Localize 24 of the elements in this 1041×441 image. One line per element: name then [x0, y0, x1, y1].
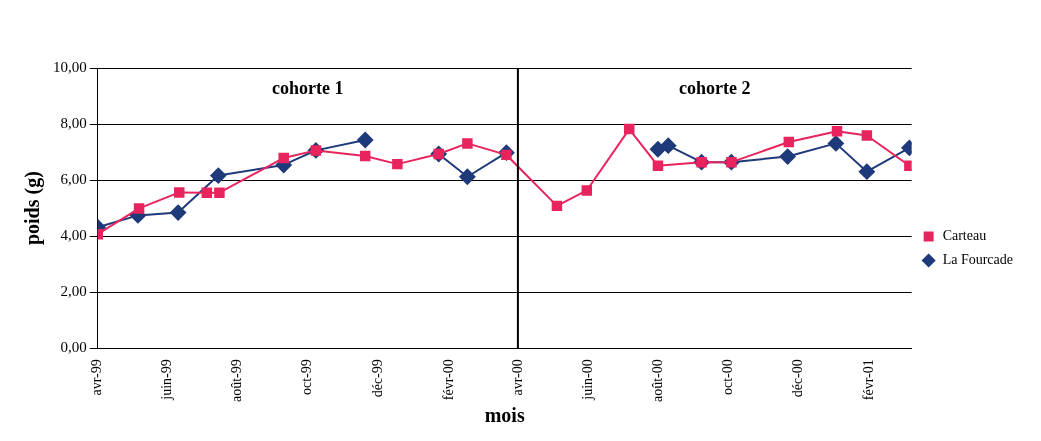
x-tick-label: févr-01	[860, 359, 876, 401]
legend-label: Carteau	[942, 228, 987, 244]
annotation: cohorte 1	[272, 78, 344, 98]
x-tick-label: avr-99	[89, 359, 105, 396]
y-tick-label: 0,00	[60, 339, 87, 356]
x-tick-label: déc-00	[789, 359, 805, 398]
x-tick-label: oct-00	[719, 359, 735, 395]
y-tick-label: 6,00	[60, 171, 87, 188]
x-tick-label: juin-00	[579, 359, 595, 401]
x-tick-label: août-99	[229, 359, 245, 402]
y-tick-label: 4,00	[60, 227, 87, 244]
x-tick-label: avr-00	[509, 359, 525, 396]
legend-label: La Fourcade	[942, 252, 1013, 268]
x-tick-label: août-00	[649, 359, 665, 402]
y-tick-label: 8,00	[60, 114, 87, 131]
x-tick-label: déc-99	[369, 359, 385, 398]
y-tick-label: 2,00	[60, 283, 87, 300]
y-axis-title: poids (g)	[21, 171, 45, 246]
y-tick-label: 10,00	[53, 58, 87, 75]
x-tick-label: juin-99	[159, 359, 175, 401]
x-tick-label: févr-00	[440, 359, 456, 401]
x-axis-title: mois	[484, 404, 525, 427]
x-tick-label: oct-99	[299, 359, 315, 395]
annotation: cohorte 2	[679, 78, 751, 98]
